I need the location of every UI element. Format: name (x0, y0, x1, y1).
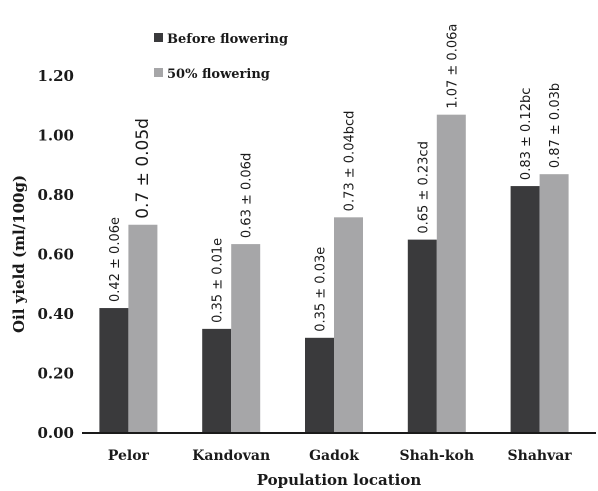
bar-before-flowering-shah-koh (407, 239, 437, 433)
data-label: 1.07 ± 0.06a (445, 24, 460, 109)
data-label: 0.63 ± 0.06d (240, 153, 255, 238)
x-axis-title: Population location (257, 471, 422, 489)
legend-swatch-before-flowering (154, 33, 163, 42)
legend-label-before-flowering: Before flowering (167, 32, 288, 47)
y-axis-ticks: 0.00 0.20 0.40 0.60 0.80 1.00 1.20 (37, 67, 74, 442)
bar-before-flowering-gadok (305, 337, 334, 433)
data-label: 0.83 ± 0.12bc (519, 88, 534, 180)
category-labels: Pelor Kandovan Gadok Shah-koh Shahvar (108, 448, 572, 464)
y-tick-label: 0.80 (37, 186, 74, 204)
bar-before-flowering-pelor (99, 308, 129, 433)
bar-50-flowering-gadok (334, 217, 363, 433)
data-label: 0.35 ± 0.01e (211, 238, 226, 323)
bar-before-flowering-kandovan (202, 328, 232, 433)
y-axis-title: Oil yield (ml/100g) (10, 175, 28, 333)
data-labels: 0.42 ± 0.06e 0.7 ± 0.05d 0.35 ± 0.01e 0.63 … (108, 24, 563, 332)
y-tick-label: 0.60 (37, 246, 74, 264)
data-label: 0.42 ± 0.06e (108, 217, 123, 302)
bars (99, 114, 569, 434)
y-tick-label: 1.00 (37, 127, 74, 145)
legend-swatch-50-flowering (154, 68, 163, 77)
legend-label-50-flowering: 50% flowering (167, 67, 270, 82)
data-label: 0.87 ± 0.03b (548, 83, 563, 168)
data-label: 0.7 ± 0.05d (133, 118, 153, 219)
y-tick-label: 0.40 (37, 305, 74, 323)
category-label: Shah-koh (400, 448, 475, 464)
bar-before-flowering-shahvar (510, 186, 540, 433)
bar-50-flowering-kandovan (231, 244, 261, 433)
legend: Before flowering 50% flowering (154, 32, 288, 82)
y-tick-label: 0.00 (37, 424, 74, 442)
data-label: 0.35 ± 0.03e (314, 247, 329, 332)
category-label: Kandovan (192, 448, 270, 464)
y-tick-label: 0.20 (37, 365, 74, 383)
bar-50-flowering-pelor (128, 224, 158, 433)
data-label: 0.65 ± 0.23cd (416, 141, 431, 233)
data-label: 0.73 ± 0.04bcd (343, 111, 358, 212)
category-label: Pelor (108, 448, 150, 464)
bar-50-flowering-shahvar (539, 174, 569, 434)
category-label: Shahvar (508, 448, 573, 464)
y-tick-label: 1.20 (37, 67, 74, 85)
category-label: Gadok (309, 448, 359, 464)
bar-50-flowering-shah-koh (436, 114, 466, 434)
